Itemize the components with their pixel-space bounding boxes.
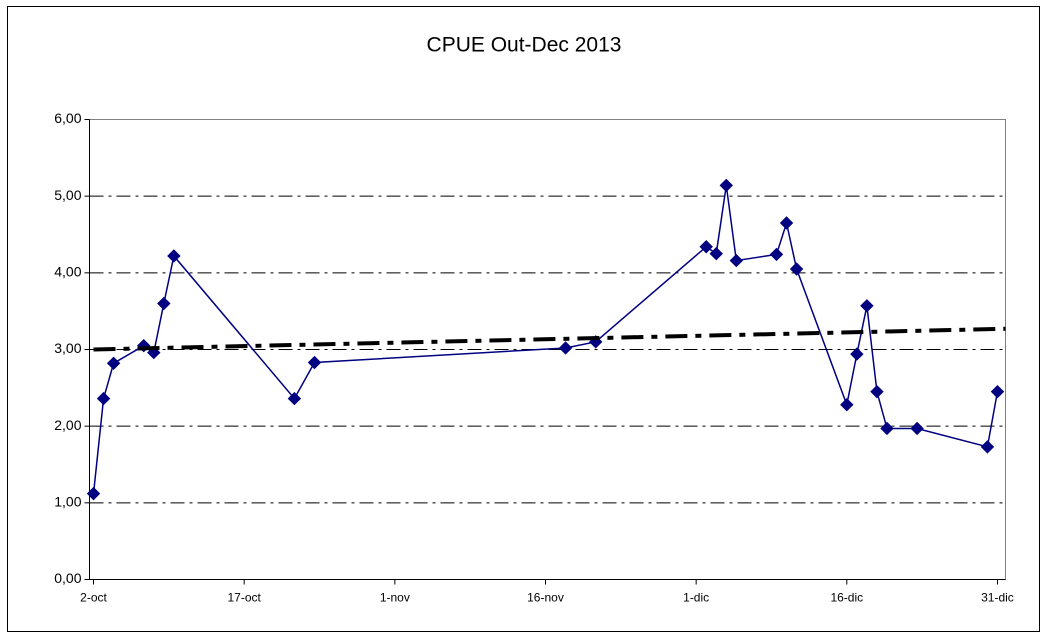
trend-line: [93, 326, 1006, 352]
y-tick-label: 3,00: [54, 340, 81, 356]
point: [910, 421, 924, 436]
point: [157, 296, 171, 311]
point: [699, 240, 713, 254]
point: [789, 262, 804, 276]
point: [106, 356, 121, 371]
point: [96, 391, 111, 406]
x-tick-label: 17-oct: [227, 591, 261, 605]
point: [137, 338, 151, 353]
y-tick-label: 4,00: [54, 264, 81, 280]
point: [307, 355, 322, 370]
y-tick-label: 2,00: [54, 417, 81, 433]
point: [980, 440, 995, 454]
point: [558, 341, 573, 355]
point: [840, 397, 854, 412]
point: [990, 384, 1005, 399]
point: [779, 216, 794, 230]
y-tick-label: 6,00: [54, 110, 81, 126]
point: [719, 178, 733, 193]
x-tick-label: 16-nov: [527, 591, 564, 605]
chart-title: CPUE Out-Dec 2013: [427, 34, 622, 57]
point: [850, 347, 864, 361]
x-tick-label: 31-dic: [981, 591, 1014, 605]
point: [709, 246, 723, 261]
chart-border: [7, 6, 1040, 632]
point: [870, 384, 884, 399]
y-tick-label: 1,00: [54, 494, 81, 510]
x-tick-label: 16-dic: [830, 591, 863, 605]
x-tick-label: 1-nov: [380, 591, 410, 605]
point: [729, 253, 744, 268]
y-tick-label: 0,00: [54, 570, 81, 586]
point: [860, 299, 874, 313]
x-tick-label: 2-oct: [80, 591, 107, 605]
point: [86, 486, 101, 501]
x-tick-label: 1-dic: [683, 591, 709, 605]
point: [167, 249, 181, 263]
point: [287, 391, 302, 406]
point: [880, 421, 894, 436]
y-tick-label: 5,00: [54, 187, 81, 203]
point: [769, 247, 784, 262]
data-line: [92, 185, 999, 494]
